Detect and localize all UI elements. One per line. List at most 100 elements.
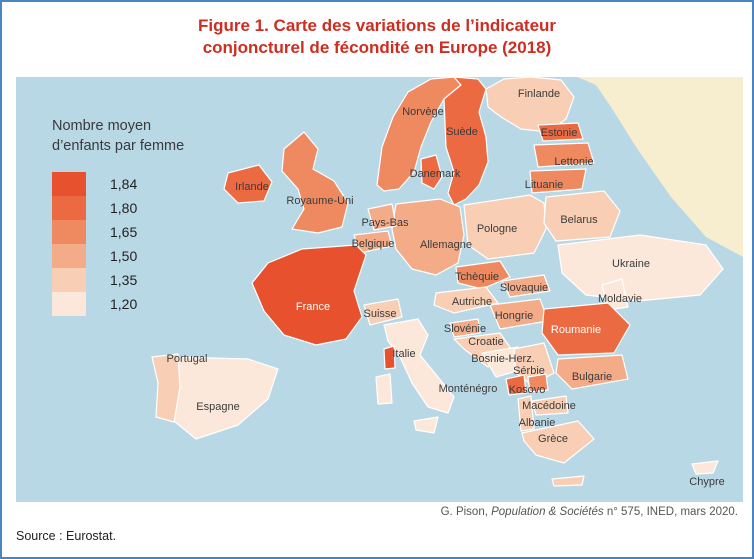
country-shape-italie (383, 318, 455, 414)
legend-swatch-1,65 (52, 220, 86, 245)
country-shape-belarus (543, 190, 621, 242)
country-label-hongrie: Hongrie (495, 310, 534, 322)
legend-label-1,84: 1,84 (110, 176, 138, 193)
legend-row-1,35: 1,35 (52, 268, 222, 293)
country-label-estonie: Estonie (541, 127, 578, 139)
legend-swatch-1,84 (52, 172, 86, 197)
country-shape-danemark (420, 154, 443, 190)
country-label-macedoine: Macédoine (522, 400, 576, 412)
country-label-norvege: Norvège (402, 106, 444, 118)
country-label-belarus: Belarus (560, 214, 598, 226)
country-label-belgique: Belgique (352, 238, 395, 250)
country-label-slovaquie: Slovaquie (500, 282, 548, 294)
country-shape-corse (383, 345, 396, 370)
europe-map: Norvège Suède Finlande Estonie Lettonie Litua… (16, 77, 743, 502)
legend-label-1,50: 1,50 (110, 248, 138, 265)
country-shape-lituanie (529, 168, 587, 194)
country-label-suisse: Suisse (363, 308, 396, 320)
legend-title-line1: Nombre moyen (52, 118, 152, 134)
country-shape-crete (551, 475, 585, 487)
legend-title-line2: d’enfants par femme (52, 137, 185, 154)
legend-swatch-1,50 (52, 244, 86, 269)
country-label-slovenie: Slovénie (444, 323, 486, 335)
country-label-kosovo: Kosovo (509, 384, 546, 396)
country-shape-ukraine (557, 234, 724, 302)
country-shape-pays-bas (367, 203, 397, 231)
legend-row-1,80: 1,80 (52, 196, 222, 221)
legend-swatch-1,35 (52, 268, 86, 293)
country-shape-royaume-uni (281, 131, 349, 234)
country-shape-albanie (517, 395, 535, 432)
country-label-tchequie: Tchèquie (455, 271, 499, 283)
country-shape-france (251, 244, 367, 346)
country-label-finlande: Finlande (518, 88, 560, 100)
country-label-france: France (296, 301, 330, 313)
country-label-ukraine: Ukraine (612, 258, 650, 270)
country-shape-sardaigne (375, 373, 393, 405)
country-shape-kosovo (527, 373, 549, 393)
legend-row-1,20: 1,20 (52, 292, 222, 317)
country-label-serbie: Sérbie (513, 365, 545, 377)
country-label-lituanie: Lituanie (525, 179, 564, 191)
country-shape-finlande (485, 77, 575, 133)
legend-row-1,65: 1,65 (52, 220, 222, 245)
legend-label-1,65: 1,65 (110, 224, 138, 241)
country-shape-suede (443, 77, 489, 206)
figure-credit: G. Pison, Population & Sociétés n° 575, … (441, 506, 738, 518)
country-label-pologne: Pologne (477, 223, 517, 235)
legend-row-1,50: 1,50 (52, 244, 222, 269)
country-shape-autriche (433, 286, 499, 314)
country-label-bulgarie: Bulgarie (572, 371, 612, 383)
country-label-autriche: Autriche (452, 296, 492, 308)
country-label-portugal: Portugal (167, 353, 208, 365)
outside-study-region (577, 77, 743, 257)
country-shape-macedoine (531, 395, 569, 416)
credit-journal: Population & Sociétés (491, 506, 604, 518)
country-label-espagne: Espagne (196, 401, 239, 413)
country-shape-moldavie (601, 278, 629, 311)
country-label-pays-bas: Pays-Bas (361, 217, 409, 229)
legend-label-1,35: 1,35 (110, 272, 138, 289)
country-label-moldavie: Moldavie (598, 293, 642, 305)
country-label-lettonie: Lettonie (554, 156, 593, 168)
legend-row-1,84: 1,84 (52, 172, 222, 197)
country-shape-sicile (413, 416, 439, 434)
country-label-bosnie: Bosnie-Herz. (471, 353, 535, 365)
figure-title-line2: conjoncturel de fécondité en Europe (201… (202, 38, 552, 58)
country-label-chypre: Chypre (689, 476, 724, 488)
country-shape-chypre (691, 460, 719, 475)
legend-swatch-1,80 (52, 196, 86, 221)
country-label-grece: Grèce (538, 433, 568, 445)
country-shape-pologne (463, 194, 547, 260)
country-label-italie: Italie (392, 348, 415, 360)
country-shape-slovaquie (501, 274, 551, 298)
country-shape-estonie (537, 122, 584, 142)
country-shape-grece (521, 420, 595, 464)
country-shape-irlande (223, 164, 273, 204)
country-shape-allemagne (391, 198, 465, 276)
legend-label-1,80: 1,80 (110, 200, 138, 217)
country-label-irlande: Irlande (235, 181, 269, 193)
country-shape-tchequie (455, 260, 511, 290)
legend-title: Nombre moyen d’enfants par femme (52, 117, 222, 156)
figure-title: Figure 1. Carte des variations de l’indi… (2, 15, 752, 59)
country-label-suede: Suède (446, 126, 478, 138)
country-shape-bulgarie (555, 354, 629, 390)
country-shape-roumanie (541, 302, 631, 356)
legend-items: 1,84 1,80 1,65 1,50 1,35 1,20 (52, 172, 222, 317)
country-shape-montenegro (505, 374, 527, 396)
legend-label-1,20: 1,20 (110, 296, 138, 313)
country-label-allemagne: Allemagne (420, 239, 472, 251)
country-label-albanie: Albanie (519, 417, 556, 429)
source-note: Source : Eurostat. (16, 529, 117, 543)
figure-title-line1: Figure 1. Carte des variations de l’indi… (197, 16, 557, 35)
legend-swatch-1,20 (52, 292, 86, 317)
country-label-croatie: Croatie (468, 336, 503, 348)
country-label-danemark: Danemark (410, 168, 461, 180)
country-label-montenegro: Monténégro (439, 383, 498, 395)
credit-suffix: n° 575, INED, mars 2020. (603, 506, 738, 518)
country-shape-portugal (151, 353, 181, 423)
country-shape-suisse (363, 298, 403, 326)
